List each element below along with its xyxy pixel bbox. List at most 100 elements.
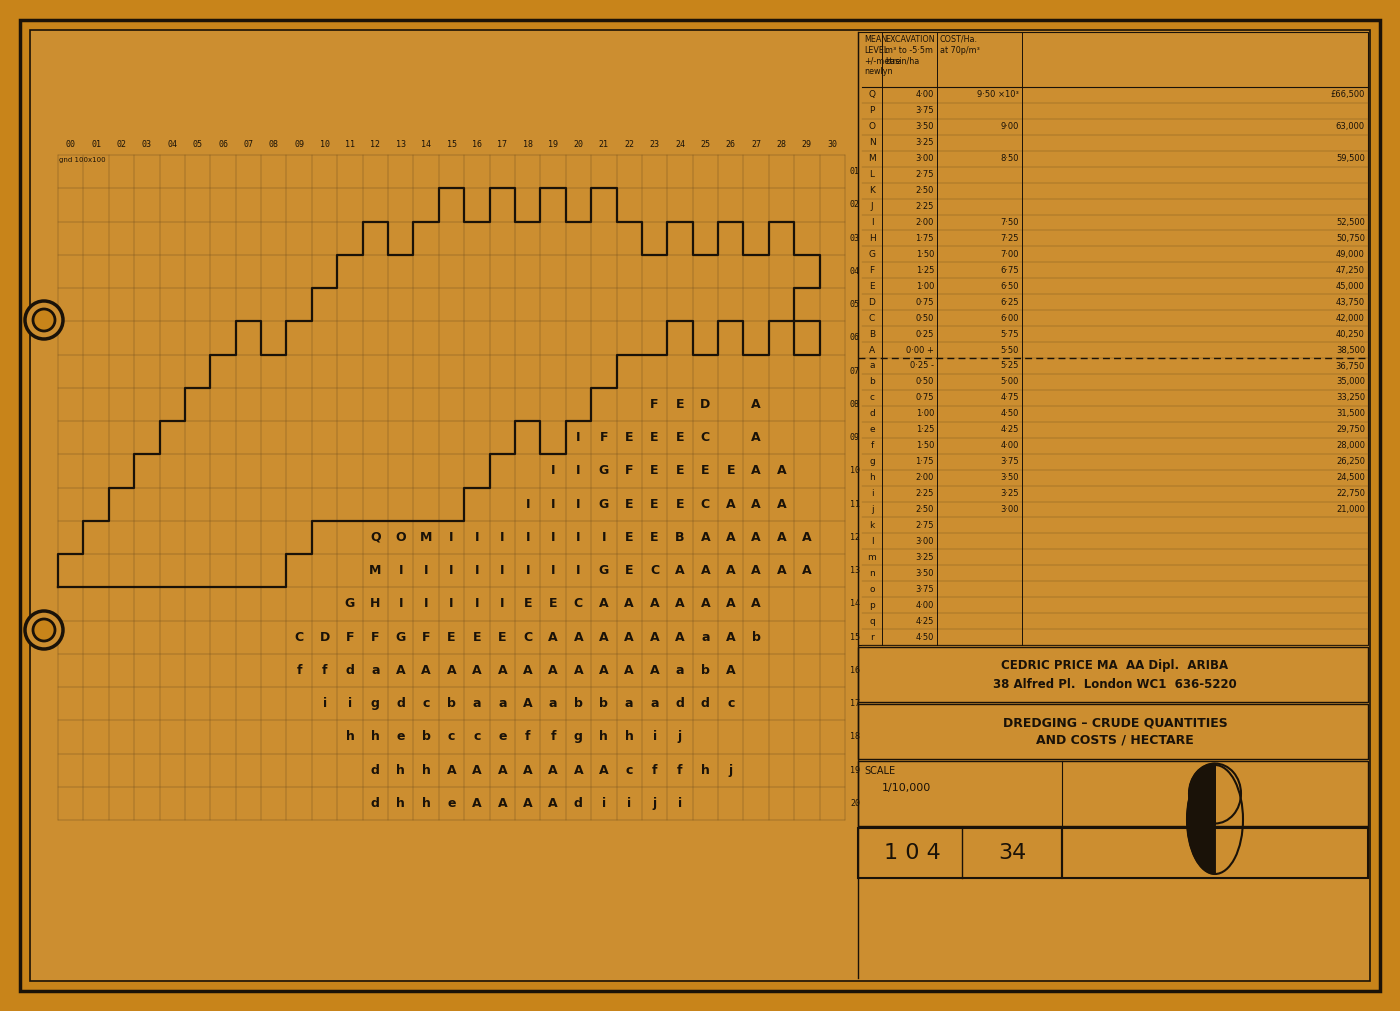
Text: 1·50: 1·50 [916, 441, 934, 450]
Bar [1063, 828, 1368, 878]
Text: 0·25: 0·25 [916, 330, 934, 339]
Text: 5·00: 5·00 [1001, 377, 1019, 386]
Text: g: g [371, 698, 379, 710]
Text: A: A [522, 797, 532, 810]
Text: 34: 34 [998, 843, 1026, 863]
Text: 13: 13 [850, 566, 860, 575]
Text: C: C [524, 631, 532, 644]
Text: 6·00: 6·00 [1001, 313, 1019, 323]
Text: 5·50: 5·50 [1001, 346, 1019, 355]
Text: 3·75: 3·75 [1001, 457, 1019, 466]
Text: 2·75: 2·75 [916, 170, 934, 179]
Text: 35,000: 35,000 [1336, 377, 1365, 386]
Text: e: e [396, 730, 405, 743]
Text: 01: 01 [850, 167, 860, 176]
Text: 0·75: 0·75 [916, 393, 934, 402]
Text: I: I [602, 531, 606, 544]
Text: I: I [399, 564, 403, 577]
Text: f: f [871, 441, 874, 450]
Text: O: O [395, 531, 406, 544]
Text: A: A [802, 531, 812, 544]
Text: I: I [475, 564, 479, 577]
Text: G: G [396, 631, 406, 644]
Text: n: n [869, 569, 875, 577]
Text: l: l [871, 537, 874, 546]
Text: 59,500: 59,500 [1336, 155, 1365, 163]
Text: A: A [624, 598, 634, 611]
Text: A: A [752, 531, 762, 544]
Text: A: A [650, 598, 659, 611]
Text: C: C [869, 313, 875, 323]
Text: MEAN
LEVEL
+/-metre
newlyn: MEAN LEVEL +/-metre newlyn [864, 35, 900, 76]
Text: j: j [871, 504, 874, 514]
Text: 10: 10 [319, 140, 329, 149]
Text: 05: 05 [193, 140, 203, 149]
Text: b: b [701, 664, 710, 677]
Text: 00: 00 [66, 140, 76, 149]
Text: 11: 11 [344, 140, 356, 149]
Text: f: f [652, 763, 658, 776]
Text: 24,500: 24,500 [1336, 473, 1365, 482]
Text: I: I [449, 531, 454, 544]
Text: A: A [700, 564, 710, 577]
Text: 01: 01 [91, 140, 101, 149]
Text: A: A [777, 497, 787, 511]
Text: c: c [473, 730, 480, 743]
Text: a: a [549, 698, 557, 710]
Text: 3·25: 3·25 [1001, 489, 1019, 498]
Text: A: A [599, 763, 609, 776]
Text: d: d [869, 409, 875, 419]
Text: g: g [574, 730, 582, 743]
Text: G: G [599, 497, 609, 511]
Text: 0·50: 0·50 [916, 313, 934, 323]
Text: 8·50: 8·50 [1001, 155, 1019, 163]
Text: COST/Ha.
at 70p/m³: COST/Ha. at 70p/m³ [939, 35, 980, 55]
Text: A: A [472, 664, 482, 677]
Text: A: A [727, 531, 735, 544]
Text: b: b [421, 730, 431, 743]
Bar [858, 761, 1368, 826]
Text: 4·00: 4·00 [916, 601, 934, 610]
Text: f: f [550, 730, 556, 743]
Text: H: H [370, 598, 381, 611]
Text: h: h [396, 797, 405, 810]
Text: 12: 12 [850, 533, 860, 542]
Text: 15: 15 [447, 140, 456, 149]
Text: E: E [676, 464, 685, 477]
Text: 7·25: 7·25 [1001, 234, 1019, 243]
Text: 28: 28 [777, 140, 787, 149]
Text: 09: 09 [850, 433, 860, 442]
Text: f: f [322, 664, 328, 677]
Circle shape [34, 309, 55, 331]
Text: F: F [599, 431, 608, 444]
Text: 6·50: 6·50 [1001, 282, 1019, 291]
Text: I: I [871, 218, 874, 227]
Text: E: E [624, 531, 633, 544]
Text: DREDGING – CRUDE QUANTITIES
AND COSTS / HECTARE: DREDGING – CRUDE QUANTITIES AND COSTS / … [1002, 717, 1228, 746]
Text: A: A [752, 431, 762, 444]
Text: A: A [549, 763, 557, 776]
Text: A: A [447, 664, 456, 677]
Text: i: i [678, 797, 682, 810]
Text: EXCAVATION
m³ to -5·5m
basin/ha: EXCAVATION m³ to -5·5m basin/ha [885, 35, 935, 66]
Text: c: c [869, 393, 875, 402]
Text: C: C [650, 564, 659, 577]
Text: A: A [727, 664, 735, 677]
Text: Q: Q [370, 531, 381, 544]
Text: f: f [525, 730, 531, 743]
Text: A: A [869, 346, 875, 355]
Bar [858, 647, 1368, 702]
Text: i: i [347, 698, 351, 710]
Text: 36,750: 36,750 [1336, 362, 1365, 370]
Text: I: I [577, 564, 581, 577]
Text: I: I [577, 497, 581, 511]
Text: A: A [497, 797, 507, 810]
Text: E: E [676, 431, 685, 444]
Text: I: I [577, 531, 581, 544]
Text: q: q [869, 617, 875, 626]
Text: A: A [599, 598, 609, 611]
Text: 20: 20 [574, 140, 584, 149]
Text: a: a [869, 362, 875, 370]
Text: 04: 04 [167, 140, 178, 149]
Text: N: N [868, 139, 875, 148]
